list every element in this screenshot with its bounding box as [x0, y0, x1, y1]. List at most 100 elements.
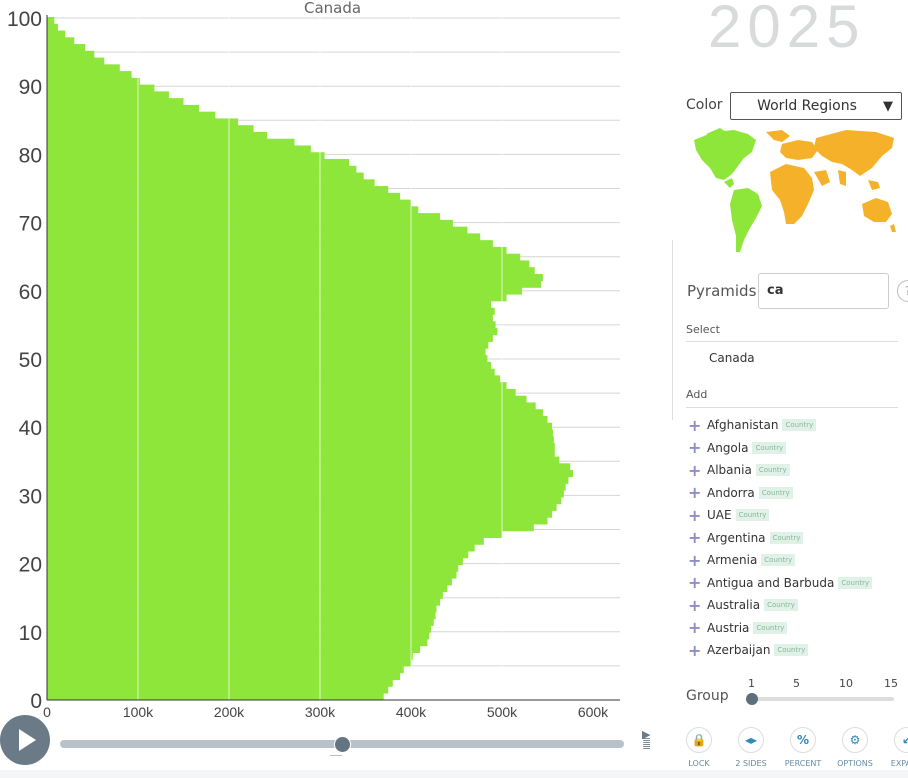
bar — [47, 341, 489, 349]
bar — [47, 652, 413, 660]
y-tick-label: 50 — [19, 349, 42, 372]
bar — [47, 585, 448, 593]
bar — [47, 551, 469, 559]
y-tick-label: 20 — [19, 554, 42, 577]
bar — [47, 57, 105, 65]
add-list-item[interactable]: + Andorra Country — [688, 482, 908, 505]
bar — [47, 37, 75, 45]
bar — [47, 355, 488, 363]
bar — [47, 402, 536, 410]
bar — [47, 301, 492, 309]
lock-button[interactable]: 🔒 LOCK — [675, 727, 723, 768]
bar — [47, 240, 493, 248]
world-map[interactable] — [686, 128, 898, 256]
bar — [47, 84, 155, 92]
bar — [47, 186, 389, 194]
add-list-item[interactable]: + Afghanistan Country — [688, 414, 908, 437]
options-button[interactable]: ⚙ OPTIONS — [831, 727, 879, 768]
timeline-slider-thumb[interactable] — [334, 736, 351, 753]
bar — [47, 388, 516, 396]
plus-icon[interactable]: + — [688, 415, 702, 435]
country-badge: Country — [735, 509, 770, 522]
bar — [47, 632, 430, 640]
bar — [47, 165, 357, 173]
bar — [47, 226, 468, 234]
y-tick-label: 0 — [30, 690, 42, 713]
bar — [47, 375, 501, 383]
bar — [47, 591, 443, 599]
add-list-item[interactable]: + Argentina Country — [688, 527, 908, 550]
country-badge: Country — [838, 576, 873, 589]
two-sides-icon: ◂▸ — [738, 727, 764, 753]
percent-icon: % — [790, 727, 816, 753]
expand-button[interactable]: ↙ EXPAND — [883, 727, 908, 768]
bar — [47, 111, 216, 119]
expand-icon: ↙ — [894, 727, 908, 753]
bar — [47, 179, 375, 187]
selected-item-canada[interactable]: Canada — [709, 351, 755, 365]
2-sides-button[interactable]: ◂▸ 2 SIDES — [727, 727, 775, 768]
bar — [47, 605, 437, 613]
map-region-americas[interactable] — [694, 128, 762, 252]
country-badge: Country — [755, 464, 790, 477]
group-slider-track[interactable] — [752, 697, 894, 701]
add-list-item[interactable]: + UAE Country — [688, 504, 908, 527]
plus-icon[interactable]: + — [688, 460, 702, 480]
bar — [47, 429, 553, 437]
add-list-item[interactable]: + Armenia Country — [688, 549, 908, 572]
bar — [47, 483, 566, 491]
plus-icon[interactable]: + — [688, 528, 702, 548]
x-tick-label: 200k — [214, 704, 245, 720]
bar — [47, 294, 507, 302]
add-list-item[interactable]: + Austria Country — [688, 617, 908, 640]
bar — [47, 71, 132, 79]
bar — [47, 118, 239, 126]
plus-icon[interactable]: + — [688, 550, 702, 570]
play-button[interactable] — [0, 715, 50, 765]
plus-icon[interactable]: + — [688, 505, 702, 525]
x-tick-label: 400k — [396, 704, 427, 720]
add-divider — [686, 407, 898, 408]
plus-icon[interactable]: + — [688, 483, 702, 503]
group-tick: 10 — [839, 677, 853, 690]
lock-icon: 🔒 — [686, 727, 712, 753]
bar — [47, 152, 325, 160]
add-list-item[interactable]: + Azerbaijan Country — [688, 639, 908, 662]
bottom-strip — [0, 770, 908, 778]
plus-icon[interactable]: + — [688, 618, 702, 638]
toolbar-label: LOCK — [688, 759, 710, 768]
bar — [47, 77, 140, 85]
bar — [47, 476, 569, 484]
speed-icon[interactable]: ▶ ≡ ≡ — [642, 728, 652, 753]
add-list-item[interactable]: + Antigua and Barbuda Country — [688, 572, 908, 595]
plus-icon[interactable]: + — [688, 438, 702, 458]
y-tick-label: 100 — [7, 8, 42, 31]
percent-button[interactable]: % PERCENT — [779, 727, 827, 768]
plus-icon[interactable]: + — [688, 640, 702, 660]
bar — [47, 361, 492, 369]
group-tick: 15 — [884, 677, 898, 690]
chart-canvas: 0 10 20 30 40 50 60 70 80 90 100 0 100k 200k 300k 400k 5… — [7, 8, 620, 720]
help-icon[interactable]: ? — [897, 280, 908, 302]
bar — [47, 172, 364, 180]
bar — [47, 50, 95, 58]
bar — [47, 571, 457, 579]
panel-divider — [672, 240, 673, 420]
add-list-item[interactable]: + Angola Country — [688, 437, 908, 460]
group-slider-thumb[interactable] — [746, 693, 758, 705]
plus-icon[interactable]: + — [688, 595, 702, 615]
plus-icon[interactable]: + — [688, 573, 702, 593]
country-badge: Country — [769, 531, 804, 544]
add-list-item[interactable]: + Australia Country — [688, 594, 908, 617]
color-select-value: World Regions — [757, 98, 857, 114]
pyramid-search-input[interactable]: ca — [758, 273, 889, 309]
bar — [47, 206, 419, 214]
year-label: 2025 — [708, 0, 866, 60]
bar — [47, 686, 389, 694]
bar — [47, 544, 475, 552]
y-tick-label: 60 — [19, 281, 42, 304]
map-region-other[interactable] — [766, 130, 896, 232]
bar — [47, 219, 453, 227]
color-select[interactable]: World Regions ▼ — [730, 92, 902, 120]
add-list-item[interactable]: + Albania Country — [688, 459, 908, 482]
